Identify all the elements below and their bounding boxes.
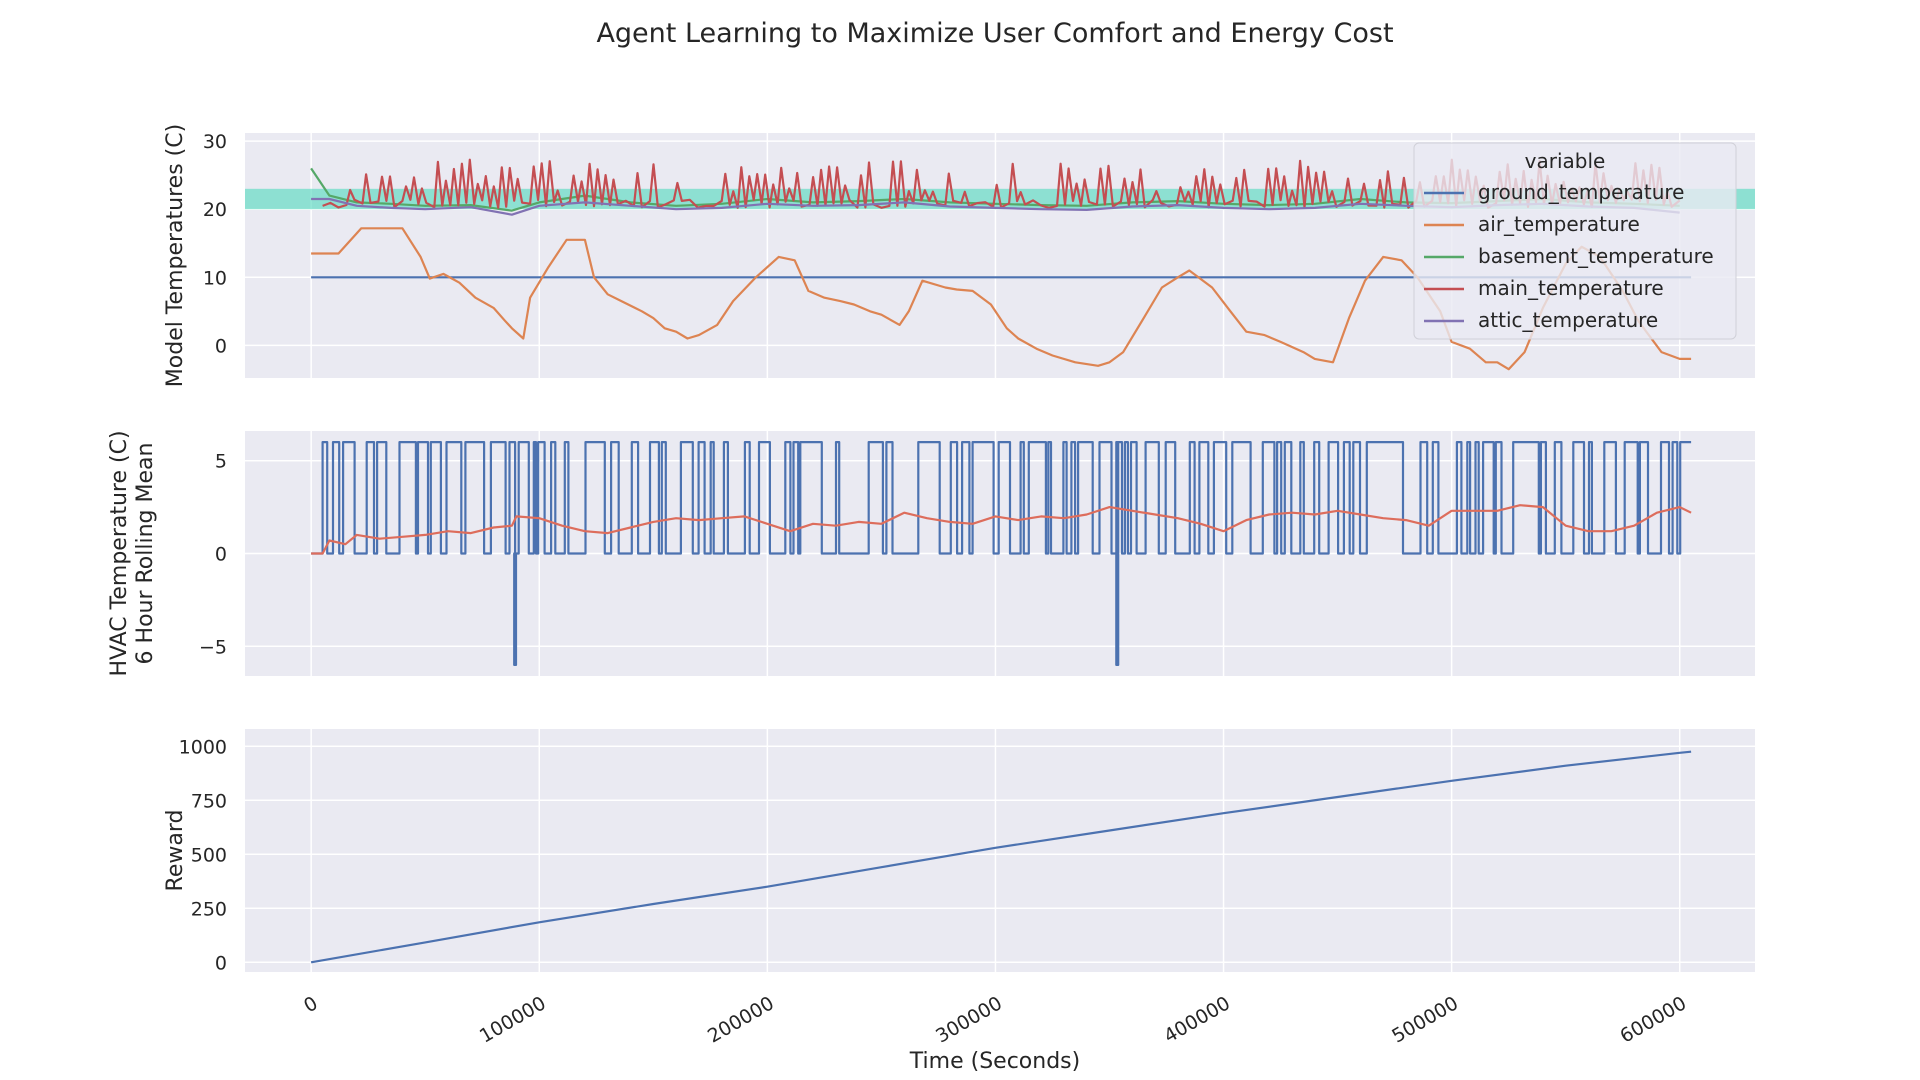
legend-entry: ground_temperature	[1478, 180, 1684, 204]
x-tick-label: 300000	[932, 992, 1006, 1047]
series-line-p3-1	[310, 750, 1692, 964]
x-axis-label: Time (Seconds)	[909, 1049, 1080, 1074]
chart-title: Agent Learning to Maximize User Comfort …	[596, 18, 1393, 49]
x-tick-label: 400000	[1160, 992, 1234, 1047]
series-line-p2-1	[311, 441, 1692, 666]
y-tick-label: 500	[191, 844, 227, 866]
y-tick-label: 250	[191, 898, 227, 920]
legend-entry: attic_temperature	[1478, 308, 1658, 332]
y-tick-label: 10	[203, 267, 227, 289]
series-line-air_temperature	[311, 227, 1692, 371]
y-tick-label: 30	[203, 131, 227, 153]
panel-1: 0 10 20 30 Model Temperatures (C) variable gro…	[163, 124, 1755, 387]
x-tick-label: 500000	[1388, 992, 1462, 1047]
y-tick-label: 0	[215, 952, 227, 974]
y-tick-label: 0	[215, 335, 227, 357]
x-tick-label: 600000	[1616, 992, 1690, 1047]
legend-entry: basement_temperature	[1478, 244, 1714, 268]
y-tick-label: 5	[215, 451, 227, 473]
legend-entry: air_temperature	[1478, 212, 1640, 236]
y-axis-label: Model Temperatures (C)	[163, 124, 188, 387]
series-line-p2-2	[311, 504, 1692, 555]
y-tick-label: 0	[215, 544, 227, 566]
y-axis-label: 6 Hour Rolling Mean	[133, 443, 158, 665]
y-tick-label: 20	[203, 199, 227, 221]
legend-title: variable	[1525, 149, 1606, 173]
x-tick-label: 100000	[476, 992, 550, 1047]
panels: 0 10 20 30 Model Temperatures (C) variable gro…	[107, 124, 1755, 1048]
legend: variable ground_temperature air_temperatur…	[1413, 142, 1737, 340]
x-tick-label: 200000	[704, 992, 778, 1047]
plot-area	[245, 729, 1755, 972]
legend-box	[1413, 142, 1737, 340]
panel-3: 0 250 500 750 1000 Reward	[163, 729, 1755, 974]
panel-2: −5 0 5 HVAC Temperature (C) 6 Hour Rolling M…	[107, 430, 1755, 677]
y-axis-label: Reward	[163, 810, 188, 892]
y-axis-label: HVAC Temperature (C)	[107, 430, 132, 676]
y-tick-label: 1000	[179, 736, 227, 758]
legend-entry: main_temperature	[1478, 276, 1664, 300]
y-tick-label: 750	[191, 790, 227, 812]
y-tick-label: −5	[199, 636, 227, 658]
x-tick-label: 0	[300, 992, 321, 1017]
